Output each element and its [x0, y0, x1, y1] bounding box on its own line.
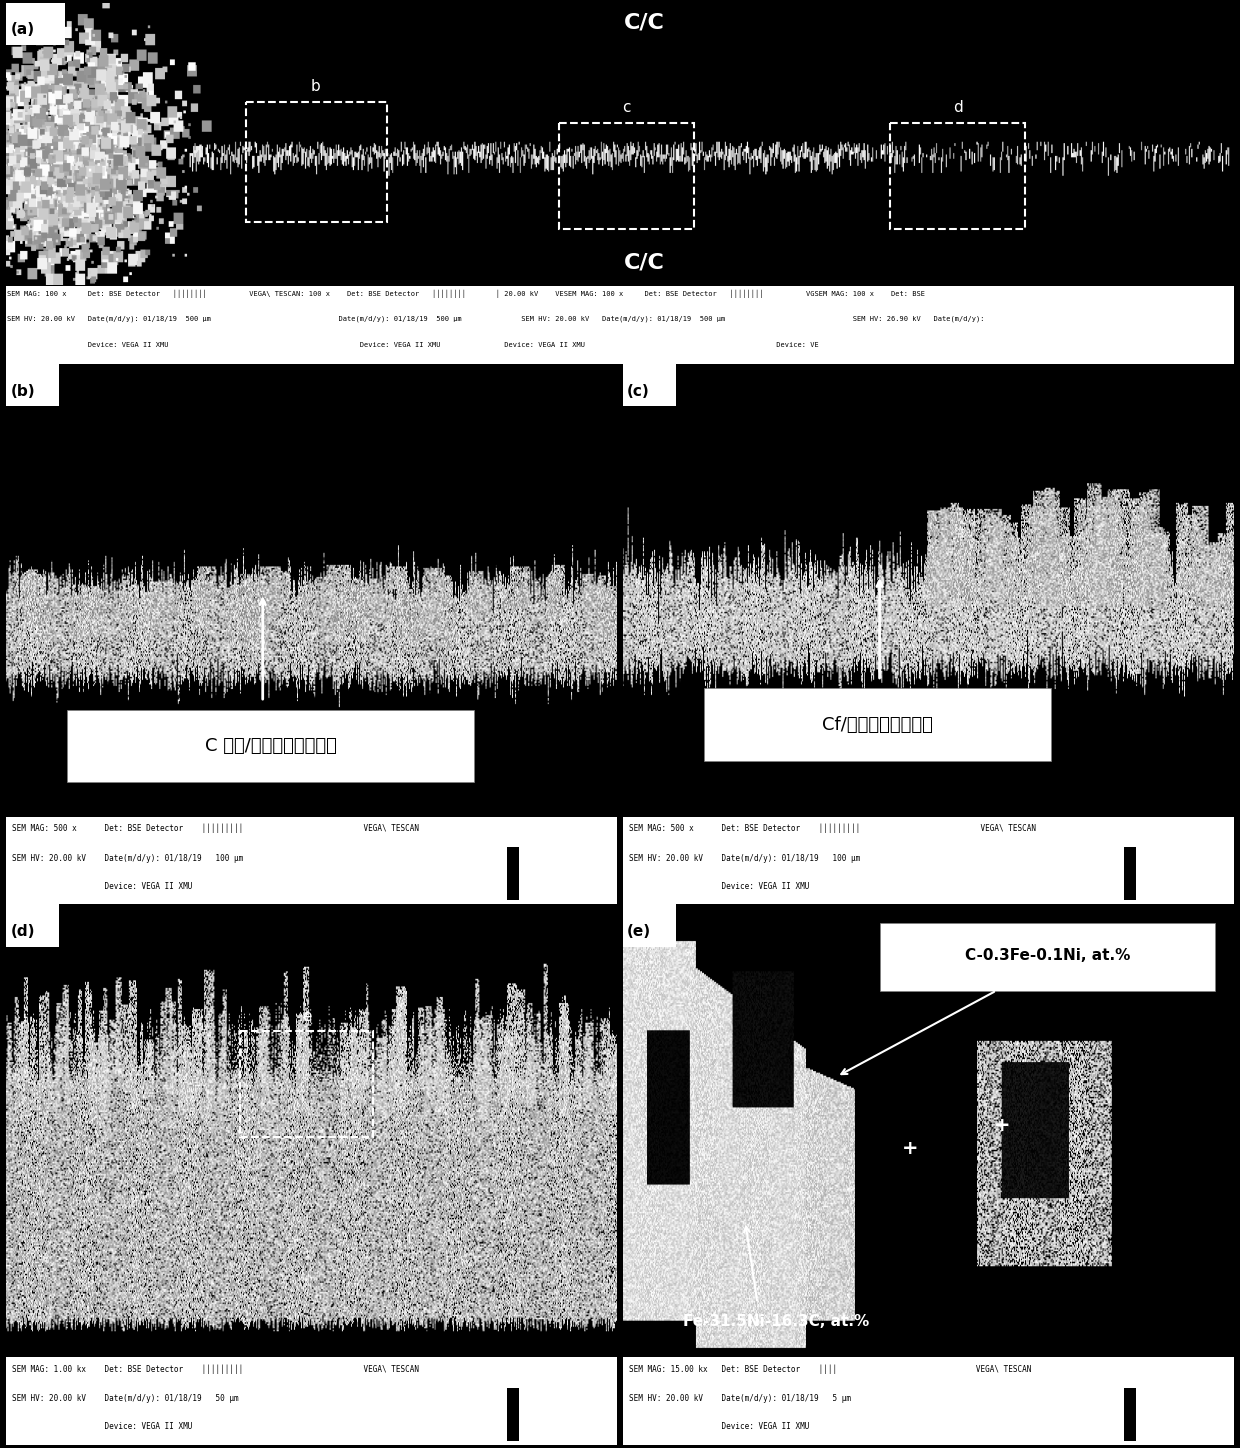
Bar — [241, 1031, 373, 1137]
Bar — [622, 363, 676, 405]
Text: C/C: C/C — [624, 13, 665, 32]
Text: C/C: C/C — [624, 253, 665, 274]
Bar — [6, 905, 60, 947]
Text: SEM HV: 20.00 kV    Date(m/d/y): 01/18/19   5 μm: SEM HV: 20.00 kV Date(m/d/y): 01/18/19 5… — [629, 1394, 851, 1403]
Text: Device: VEGA II XMU                                             Device: VEGA II : Device: VEGA II XMU Device: VEGA II — [7, 342, 820, 348]
Bar — [6, 363, 60, 405]
Text: C 基体/馒料界面润湿良好: C 基体/馒料界面润湿良好 — [205, 737, 337, 754]
Text: Device: VEGA II XMU: Device: VEGA II XMU — [12, 1422, 192, 1431]
Text: +: + — [901, 1138, 919, 1157]
Text: (c): (c) — [627, 384, 650, 398]
Text: d: d — [952, 100, 962, 114]
Text: SEM HV: 20.00 kV   Date(m/d/y): 01/18/19  500 μm                              Da: SEM HV: 20.00 kV Date(m/d/y): 01/18/19 5… — [7, 316, 985, 321]
Text: c: c — [622, 100, 630, 114]
Text: C-0.3Fe-0.1Ni, at.%: C-0.3Fe-0.1Ni, at.% — [965, 948, 1130, 963]
Bar — [622, 905, 676, 947]
Text: SEM MAG: 15.00 kx   Det: BSE Detector    ││││                              VEGA\: SEM MAG: 15.00 kx Det: BSE Detector ││││… — [629, 1364, 1032, 1374]
Text: Device: VEGA II XMU: Device: VEGA II XMU — [12, 882, 192, 891]
Bar — [507, 1389, 520, 1441]
Text: SEM MAG: 500 x      Det: BSE Detector    │││││││││                          VEGA: SEM MAG: 500 x Det: BSE Detector │││││││… — [12, 824, 419, 833]
Bar — [67, 710, 475, 782]
Bar — [1123, 1389, 1136, 1441]
Text: (d): (d) — [10, 924, 35, 940]
Text: SEM MAG: 1.00 kx    Det: BSE Detector    │││││││││                          VEGA: SEM MAG: 1.00 kx Det: BSE Detector │││││… — [12, 1364, 419, 1374]
Text: SEM HV: 20.00 kV    Date(m/d/y): 01/18/19   100 μm: SEM HV: 20.00 kV Date(m/d/y): 01/18/19 1… — [12, 853, 243, 863]
Bar — [704, 688, 1050, 760]
Text: SEM MAG: 500 x      Det: BSE Detector    │││││││││                          VEGA: SEM MAG: 500 x Det: BSE Detector │││││││… — [629, 824, 1037, 833]
Text: e: e — [301, 1009, 311, 1024]
Text: b: b — [311, 78, 320, 94]
Text: Device: VEGA II XMU: Device: VEGA II XMU — [629, 882, 810, 891]
Text: Fe-31.5Ni-16.3C, at.%: Fe-31.5Ni-16.3C, at.% — [682, 1313, 869, 1329]
Bar — [507, 847, 520, 901]
Bar — [879, 922, 1215, 990]
Bar — [6, 3, 66, 45]
Text: +: + — [993, 1116, 1009, 1135]
Bar — [1123, 847, 1136, 901]
Text: (a): (a) — [11, 22, 35, 38]
Bar — [558, 123, 693, 229]
Text: Device: VEGA II XMU: Device: VEGA II XMU — [629, 1422, 810, 1431]
Text: Cf/馒料界面润湿良好: Cf/馒料界面润湿良好 — [822, 715, 932, 734]
Text: (b): (b) — [10, 384, 35, 398]
Text: (e): (e) — [627, 924, 651, 940]
Text: SEM MAG: 100 x     Det: BSE Detector   ││││││││          VEGA\ TESCAN: 100 x    : SEM MAG: 100 x Det: BSE Detector │││││││… — [7, 290, 925, 298]
Bar — [890, 123, 1025, 229]
Bar — [246, 101, 387, 223]
Text: SEM HV: 20.00 kV    Date(m/d/y): 01/18/19   50 μm: SEM HV: 20.00 kV Date(m/d/y): 01/18/19 5… — [12, 1394, 239, 1403]
Text: SEM HV: 20.00 kV    Date(m/d/y): 01/18/19   100 μm: SEM HV: 20.00 kV Date(m/d/y): 01/18/19 1… — [629, 853, 861, 863]
